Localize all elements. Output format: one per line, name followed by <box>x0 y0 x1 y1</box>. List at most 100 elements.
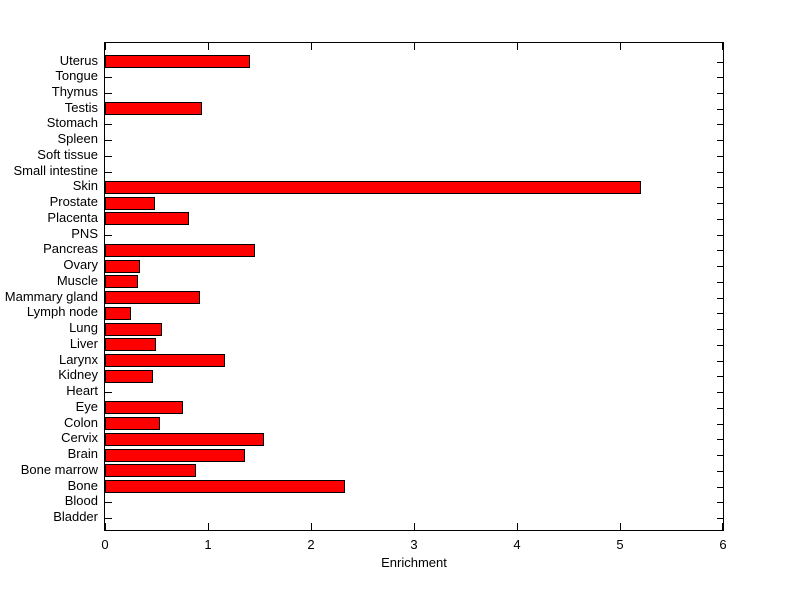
y-label-blood: Blood <box>64 493 98 508</box>
y-tick-right-mammary-gland <box>717 298 724 299</box>
x-tick-bottom-2 <box>311 523 312 530</box>
x-tick-bottom-5 <box>620 523 621 530</box>
y-label-ovary: Ovary <box>63 257 98 272</box>
y-label-heart: Heart <box>66 383 98 398</box>
x-tick-bottom-0 <box>105 523 106 530</box>
plot-area <box>104 42 724 531</box>
y-tick-right-blood <box>717 502 724 503</box>
x-tick-label-3: 3 <box>410 537 418 552</box>
y-tick-right-eye <box>717 408 724 409</box>
bar-eye <box>105 401 183 414</box>
bar-uterus <box>105 55 250 68</box>
bar-testis <box>105 102 202 115</box>
y-tick-left-tongue <box>105 77 112 78</box>
bar-colon <box>105 417 160 430</box>
y-tick-right-spleen <box>717 140 724 141</box>
x-tick-bottom-6 <box>722 523 723 530</box>
y-tick-right-muscle <box>717 282 724 283</box>
x-tick-label-4: 4 <box>513 537 521 552</box>
y-label-skin: Skin <box>72 178 98 193</box>
y-tick-right-pancreas <box>717 250 724 251</box>
y-tick-right-ovary <box>717 266 724 267</box>
y-tick-right-bone-marrow <box>717 471 724 472</box>
bar-placenta <box>105 212 189 225</box>
y-label-colon: Colon <box>64 415 98 430</box>
y-label-spleen: Spleen <box>57 131 98 146</box>
y-label-larynx: Larynx <box>58 352 98 367</box>
y-label-lung: Lung <box>69 320 98 335</box>
y-tick-right-cervix <box>717 439 724 440</box>
y-tick-right-stomach <box>717 124 724 125</box>
y-tick-right-liver <box>717 345 724 346</box>
y-tick-left-stomach <box>105 124 112 125</box>
y-tick-left-bladder <box>105 518 112 519</box>
x-tick-bottom-1 <box>208 523 209 530</box>
x-tick-top-0 <box>105 43 106 50</box>
y-label-stomach: Stomach <box>46 115 98 130</box>
y-tick-right-pns <box>717 235 724 236</box>
y-tick-right-testis <box>717 109 724 110</box>
x-tick-label-6: 6 <box>719 537 727 552</box>
bar-prostate <box>105 197 155 210</box>
y-tick-right-placenta <box>717 219 724 220</box>
bar-brain <box>105 449 245 462</box>
y-tick-right-uterus <box>717 62 724 63</box>
x-axis-title: Enrichment <box>381 555 447 570</box>
bar-cervix <box>105 433 264 446</box>
y-label-lymph-node: Lymph node <box>26 304 98 319</box>
y-label-thymus: Thymus <box>51 84 98 99</box>
y-label-soft-tissue: Soft tissue <box>37 147 98 162</box>
bar-bone <box>105 480 345 493</box>
x-tick-top-1 <box>208 43 209 50</box>
y-label-prostate: Prostate <box>49 194 98 209</box>
x-tick-top-6 <box>722 43 723 50</box>
bar-muscle <box>105 275 138 288</box>
y-label-tongue: Tongue <box>55 68 98 83</box>
y-tick-right-kidney <box>717 376 724 377</box>
y-tick-right-soft-tissue <box>717 156 724 157</box>
y-tick-right-bone <box>717 487 724 488</box>
y-tick-left-spleen <box>105 140 112 141</box>
y-label-kidney: Kidney <box>58 367 98 382</box>
y-label-muscle: Muscle <box>56 273 98 288</box>
y-label-pns: PNS <box>71 226 98 241</box>
x-tick-top-3 <box>414 43 415 50</box>
y-tick-right-lymph-node <box>717 313 724 314</box>
bar-lung <box>105 323 162 336</box>
y-label-placenta: Placenta <box>47 210 98 225</box>
y-label-pancreas: Pancreas <box>43 241 98 256</box>
bar-larynx <box>105 354 225 367</box>
y-tick-right-skin <box>717 187 724 188</box>
y-label-bladder: Bladder <box>53 509 98 524</box>
bar-mammary-gland <box>105 291 200 304</box>
x-tick-label-5: 5 <box>616 537 624 552</box>
bar-bone-marrow <box>105 464 196 477</box>
x-tick-bottom-3 <box>414 523 415 530</box>
y-label-mammary-gland: Mammary gland <box>4 289 98 304</box>
y-tick-left-pns <box>105 235 112 236</box>
y-tick-left-small-intestine <box>105 172 112 173</box>
y-tick-right-tongue <box>717 77 724 78</box>
y-label-brain: Brain <box>67 446 98 461</box>
y-tick-left-thymus <box>105 93 112 94</box>
bar-skin <box>105 181 641 194</box>
y-label-bone-marrow: Bone marrow <box>20 462 98 477</box>
y-label-testis: Testis <box>64 100 98 115</box>
y-label-bone: Bone <box>67 478 98 493</box>
x-tick-top-4 <box>517 43 518 50</box>
y-tick-left-soft-tissue <box>105 156 112 157</box>
bar-liver <box>105 338 156 351</box>
y-tick-right-larynx <box>717 361 724 362</box>
y-tick-right-small-intestine <box>717 172 724 173</box>
x-tick-top-5 <box>620 43 621 50</box>
bar-kidney <box>105 370 153 383</box>
y-label-uterus: Uterus <box>59 53 98 68</box>
y-tick-right-thymus <box>717 93 724 94</box>
x-tick-label-0: 0 <box>101 537 109 552</box>
x-tick-top-2 <box>311 43 312 50</box>
x-tick-bottom-4 <box>517 523 518 530</box>
bar-lymph-node <box>105 307 131 320</box>
bar-ovary <box>105 260 140 273</box>
y-tick-right-heart <box>717 392 724 393</box>
